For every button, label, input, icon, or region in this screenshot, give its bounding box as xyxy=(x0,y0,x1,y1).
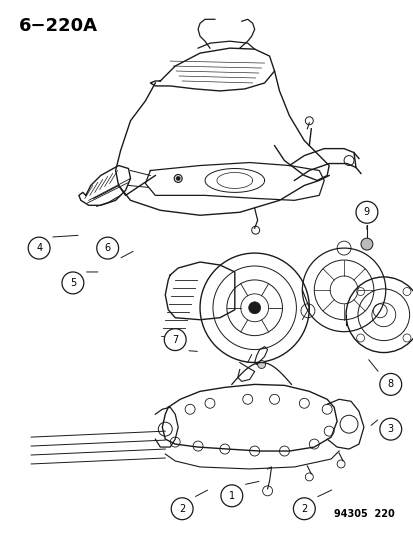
Text: 2: 2 xyxy=(178,504,185,514)
Text: 7: 7 xyxy=(172,335,178,345)
Circle shape xyxy=(355,201,377,223)
Text: 94305  220: 94305 220 xyxy=(333,508,394,519)
Circle shape xyxy=(97,237,118,259)
Circle shape xyxy=(174,174,182,182)
Text: 9: 9 xyxy=(363,207,369,217)
Text: 3: 3 xyxy=(387,424,393,434)
Text: 6−220A: 6−220A xyxy=(19,17,98,35)
Circle shape xyxy=(28,237,50,259)
Text: 4: 4 xyxy=(36,243,42,253)
Circle shape xyxy=(176,176,180,181)
Circle shape xyxy=(171,498,192,520)
Circle shape xyxy=(164,329,186,351)
Text: 2: 2 xyxy=(301,504,307,514)
Circle shape xyxy=(62,272,83,294)
Text: 5: 5 xyxy=(70,278,76,288)
Text: 8: 8 xyxy=(387,379,393,390)
Circle shape xyxy=(221,485,242,507)
Text: 1: 1 xyxy=(228,491,234,501)
Circle shape xyxy=(360,238,372,250)
Circle shape xyxy=(379,374,401,395)
Circle shape xyxy=(379,418,401,440)
Text: 6: 6 xyxy=(104,243,110,253)
Circle shape xyxy=(248,302,260,314)
Circle shape xyxy=(293,498,315,520)
Circle shape xyxy=(257,360,265,368)
